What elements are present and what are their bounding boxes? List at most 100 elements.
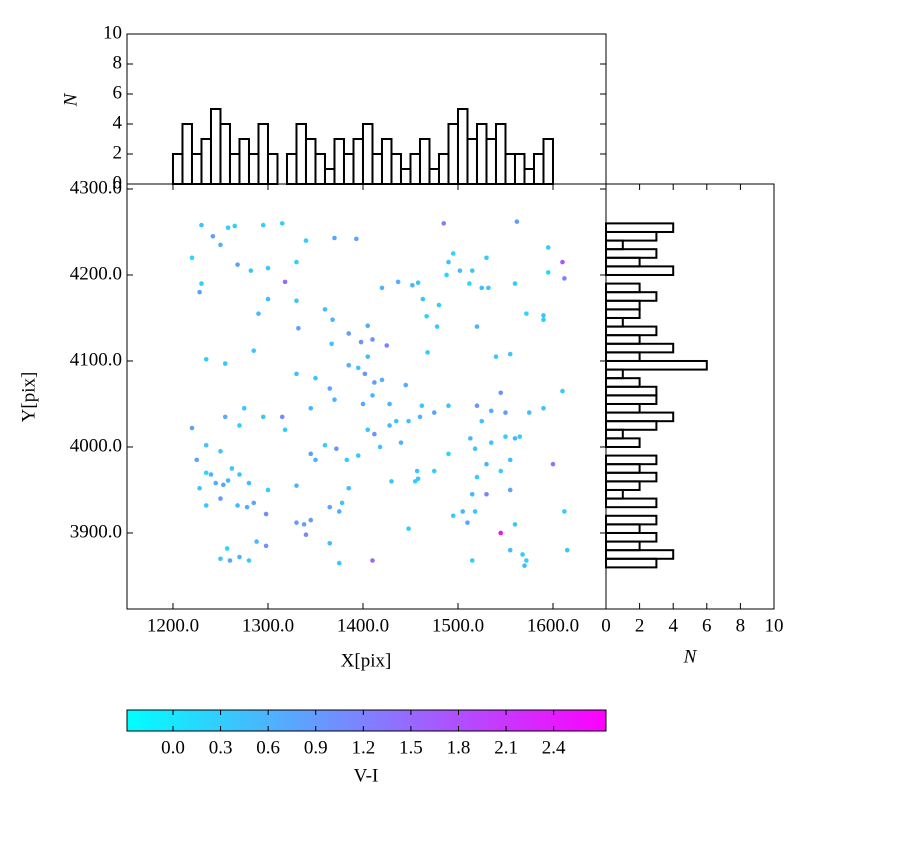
hist-x-label: N (683, 646, 698, 667)
scatter-point (246, 558, 252, 563)
scatter-point (372, 380, 377, 385)
colorbar-tick-label: 0.0 (161, 737, 185, 758)
y-tick-label: 6 (113, 82, 123, 103)
y-tick-label: 0 (113, 172, 123, 193)
scatter-point (498, 468, 504, 474)
scatter-point (541, 317, 546, 323)
y-tick-label: 4100.0 (70, 349, 122, 370)
scatter-point (327, 386, 333, 391)
scatter-point (362, 371, 368, 377)
scatter-point (425, 350, 430, 355)
scatter-point (412, 479, 418, 484)
scatter-point (431, 468, 437, 474)
scatter-point (468, 436, 473, 441)
scatter-point (330, 317, 335, 323)
scatter-point (221, 482, 226, 488)
scatter-point (450, 251, 456, 256)
scatter-point (469, 491, 475, 497)
scatter-point (218, 496, 223, 501)
scatter-point (265, 265, 271, 271)
scatter-point (329, 341, 334, 347)
scatter-point (241, 405, 247, 411)
x-tick-label: 8 (736, 615, 746, 636)
scatter-point (279, 221, 285, 226)
scatter-point (199, 281, 204, 286)
colorbar-tick-label: 0.3 (209, 737, 233, 758)
scatter-point (474, 474, 480, 480)
hist-y-label: N (60, 92, 81, 107)
scatter-point (545, 245, 551, 250)
scatter-point (414, 468, 420, 474)
scatter-point (393, 418, 399, 424)
scatter-point (550, 461, 556, 467)
scatter-point (332, 235, 337, 241)
scatter-point (507, 457, 513, 463)
scatter-point (294, 520, 299, 525)
scatter-point (355, 365, 361, 371)
x-tick-label: 6 (702, 615, 712, 636)
scatter-point (406, 526, 411, 531)
scatter-point (488, 440, 494, 445)
y-tick-label: 10 (103, 22, 122, 43)
scatter-point (431, 410, 437, 415)
scatter-point (199, 222, 204, 228)
scatter-point (346, 362, 352, 368)
scatter-point (472, 509, 478, 514)
scatter-point (474, 324, 480, 329)
scatter-point (387, 401, 392, 407)
scatter-point (507, 487, 513, 493)
scatter-point (229, 466, 235, 471)
x-tick-label: 1500.0 (432, 615, 484, 636)
scatter-point (260, 222, 266, 228)
scatter-point (479, 418, 485, 424)
scatter-point (303, 532, 309, 537)
colorbar-tick-label: 2.4 (542, 737, 566, 758)
scatter-point (444, 272, 449, 278)
scatter-point (560, 259, 565, 265)
scatter-point (417, 414, 423, 420)
scatter-point (254, 539, 259, 544)
scatter-point (387, 423, 392, 428)
scatter-point (410, 283, 415, 288)
scatter-point (493, 354, 499, 359)
scatter-point (520, 552, 525, 557)
scatter-point (224, 546, 230, 551)
scatter-point (294, 483, 299, 488)
scatter-point (303, 238, 309, 243)
y-axis-label: Y[pix] (18, 372, 39, 423)
scatter-point (560, 388, 565, 394)
scatter-point (503, 410, 508, 415)
scatter-point (450, 513, 456, 519)
colorbar-tick-label: 1.2 (351, 737, 375, 758)
x-tick-label: 1600.0 (527, 615, 579, 636)
scatter-point (355, 453, 361, 458)
scatter-point (395, 279, 401, 285)
scatter-point (237, 472, 242, 477)
scatter-point (218, 448, 223, 454)
scatter-point (507, 351, 513, 357)
scatter-point (379, 285, 385, 291)
scatter-point (370, 393, 375, 398)
scatter-point (436, 302, 442, 308)
scatter-point (512, 436, 518, 441)
scatter-point (498, 390, 504, 396)
scatter-point (189, 255, 195, 261)
scatter-point (327, 504, 333, 510)
scatter-point (308, 451, 314, 457)
scatter-point (446, 451, 451, 457)
scatter-point (327, 540, 333, 546)
scatter-point (358, 339, 364, 345)
scatter-point (465, 520, 470, 525)
scatter-point (256, 311, 261, 316)
scatter-point (522, 563, 527, 568)
y-tick-label: 2 (113, 142, 123, 163)
scatter-point (469, 268, 475, 273)
scatter-point (237, 554, 242, 560)
scatter-point (379, 377, 385, 383)
scatter-point (346, 331, 352, 336)
scatter-point (222, 361, 228, 366)
colorbar-label: V-I (354, 765, 379, 786)
scatter-point (424, 313, 429, 319)
scatter-point (313, 457, 318, 463)
scatter-point (248, 268, 254, 273)
